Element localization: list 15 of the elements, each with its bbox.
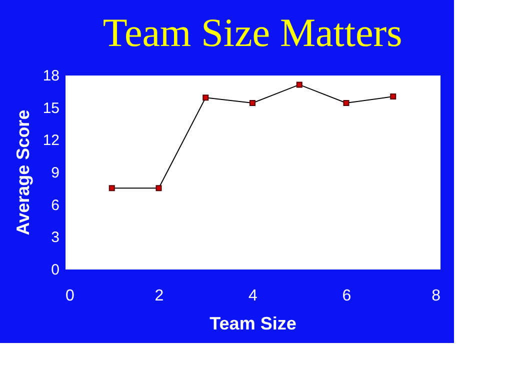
x-tick-label: 8: [432, 288, 441, 304]
y-tick-label: 18: [42, 68, 60, 84]
x-tick-label: 4: [248, 288, 258, 304]
chart-title: Team Size Matters: [102, 10, 402, 55]
x-tick-label: 0: [66, 288, 74, 304]
y-tick-label: 9: [51, 164, 60, 182]
y-tick-label: 3: [51, 229, 60, 246]
y-axis-title: Average Score: [12, 110, 33, 236]
y-tick-label: 15: [42, 100, 60, 117]
y-tick-label: 0: [51, 262, 60, 278]
y-tick-label: 6: [51, 196, 60, 214]
x-axis-title: Team Size: [210, 314, 296, 334]
y-tick-label: 12: [42, 132, 60, 150]
x-tick-label: 2: [154, 288, 164, 304]
x-tick-label: 6: [342, 288, 352, 304]
